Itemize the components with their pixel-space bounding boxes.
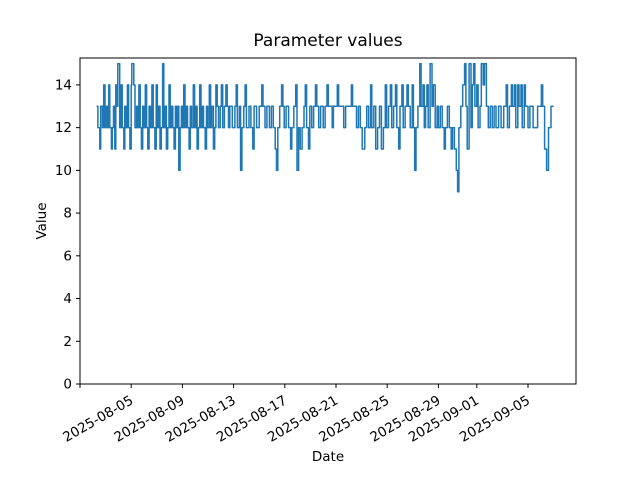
- y-tick-label: 6: [63, 248, 72, 264]
- y-tick-label: 14: [55, 78, 72, 94]
- x-axis: 2025-08-052025-08-092025-08-132025-08-17…: [60, 384, 533, 446]
- y-tick-label: 0: [63, 377, 72, 393]
- series-line: [96, 62, 554, 193]
- y-tick-label: 4: [63, 291, 72, 307]
- y-tick-label: 10: [55, 163, 72, 179]
- x-axis-label: Date: [312, 449, 344, 465]
- series-group: [96, 62, 554, 193]
- y-tick-label: 12: [55, 120, 72, 136]
- plot-area: [79, 57, 577, 385]
- y-tick-label: 2: [63, 334, 72, 350]
- y-tick-label: 8: [63, 206, 72, 222]
- y-axis-label: Value: [34, 202, 50, 239]
- y-axis: 0 2 4 6 8 10 12 14: [55, 78, 80, 393]
- chart-title: Parameter values: [253, 31, 402, 51]
